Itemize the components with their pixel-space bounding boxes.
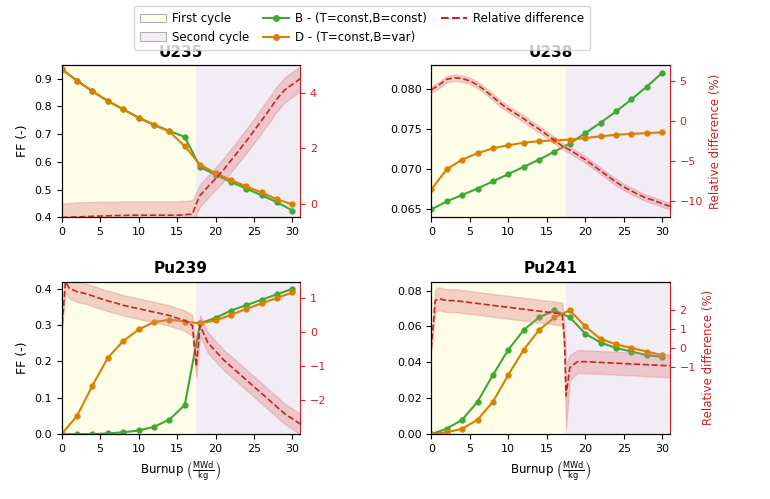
Y-axis label: FF (-): FF (-) [15, 125, 28, 157]
Title: Pu241: Pu241 [524, 261, 578, 276]
Y-axis label: Relative difference (%): Relative difference (%) [708, 73, 721, 209]
Bar [566, 281, 670, 434]
Y-axis label: FF (-): FF (-) [15, 342, 28, 374]
Bar [196, 65, 300, 218]
Bar [431, 65, 566, 218]
Title: U235: U235 [159, 44, 203, 59]
Title: Pu239: Pu239 [154, 261, 208, 276]
X-axis label: Burnup $\left(\frac{\mathrm{MWd}}{\mathrm{kg}}\right)$: Burnup $\left(\frac{\mathrm{MWd}}{\mathr… [140, 460, 222, 483]
Title: U238: U238 [528, 44, 573, 59]
Legend: First cycle, Second cycle, B - (T=const,B=const), D - (T=const,B=var), Relative : First cycle, Second cycle, B - (T=const,… [134, 6, 590, 49]
X-axis label: Burnup $\left(\frac{\mathrm{MWd}}{\mathrm{kg}}\right)$: Burnup $\left(\frac{\mathrm{MWd}}{\mathr… [510, 460, 591, 483]
Y-axis label: Relative difference (%): Relative difference (%) [701, 290, 715, 426]
Bar [196, 281, 300, 434]
Bar [62, 65, 196, 218]
Bar [62, 281, 196, 434]
Bar [566, 65, 670, 218]
Bar [431, 281, 566, 434]
